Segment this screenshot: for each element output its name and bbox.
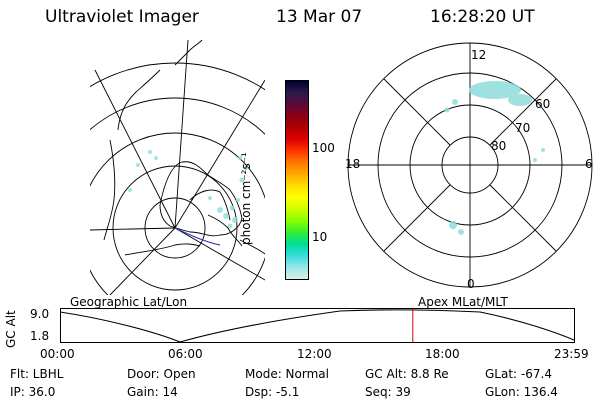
meridian-line: [174, 227, 265, 281]
mlt-label-0: 0: [467, 277, 475, 291]
polar-mlt-panel: 12 18 6 0 60 70 80: [335, 40, 595, 295]
colorbar-tick-100: 100: [312, 141, 335, 155]
info-dsp: Dsp: -5.1: [245, 385, 300, 399]
aurora-emission: [444, 81, 545, 235]
gc-alt-axis-label: GC Alt: [4, 310, 18, 348]
coastline: [124, 243, 201, 256]
meridian-line: [174, 40, 189, 229]
lat-circle: [90, 132, 265, 295]
info-filter: Flt: LBHL: [10, 367, 64, 381]
x-tick-0600: 06:00: [168, 347, 203, 361]
mlt-label-6: 6: [585, 157, 593, 171]
aurora-emission: [128, 150, 248, 229]
mlat-label-60: 60: [535, 97, 551, 111]
coastline: [117, 69, 161, 131]
mlt-diagonal: [383, 78, 451, 146]
lat-circle: [90, 97, 265, 135]
time-label: 16:28:20 UT: [430, 7, 535, 27]
x-tick-2359: 23:59: [554, 347, 589, 361]
colorbar: photon cm⁻²s⁻¹ 100 10: [239, 75, 335, 285]
meridian-line: [109, 227, 176, 295]
colorbar-unit-label: photon cm⁻²s⁻¹: [239, 152, 253, 245]
mlt-diagonal: [489, 184, 557, 252]
instrument-title: Ultraviolet Imager: [45, 7, 199, 27]
info-glat: GLat: -67.4: [485, 367, 552, 381]
mlt-diagonal: [383, 184, 451, 252]
x-tick-0000: 00:00: [40, 347, 75, 361]
x-tick-1800: 18:00: [425, 347, 460, 361]
coastline: [174, 40, 203, 66]
info-gain: Gain: 14: [127, 385, 178, 399]
mlt-label-18: 18: [345, 157, 361, 171]
coastline: [207, 214, 243, 247]
colorbar-tick-10: 10: [312, 230, 328, 244]
polar-plot: [347, 42, 593, 288]
info-mode: Mode: Normal: [245, 367, 329, 381]
meridian-line: [90, 227, 176, 231]
altitude-curve: [60, 309, 575, 343]
mlat-label-70: 70: [515, 121, 531, 135]
info-glon: GLon: 136.4: [485, 385, 558, 399]
meridian-line: [94, 69, 176, 229]
info-ip: IP: 36.0: [10, 385, 56, 399]
info-gc-alt: GC Alt: 8.8 Re: [365, 367, 449, 381]
gc-alt-tick-min: 1.8: [30, 329, 50, 343]
left-panel-caption: Geographic Lat/Lon: [70, 295, 188, 309]
info-door: Door: Open: [127, 367, 196, 381]
gc-alt-tick-max: 9.0: [30, 307, 50, 321]
x-tick-1200: 12:00: [297, 347, 332, 361]
meridian-line: [174, 79, 265, 229]
coastline: [189, 189, 231, 221]
date-label: 13 Mar 07: [276, 7, 363, 27]
altitude-plot: [60, 308, 575, 343]
mlat-label-80: 80: [491, 139, 507, 153]
info-seq: Seq: 39: [365, 385, 411, 399]
mlt-label-12: 12: [471, 48, 487, 62]
ground-track: [174, 227, 221, 246]
geographic-map: [90, 40, 265, 295]
right-panel-caption: Apex MLat/MLT: [418, 295, 508, 309]
coastline: [239, 239, 265, 255]
lat-circle: [144, 197, 206, 259]
coastline: [103, 139, 116, 241]
lat-circle: [90, 62, 265, 91]
colorbar-strip: [285, 80, 309, 280]
mlt-diagonal: [489, 78, 557, 146]
